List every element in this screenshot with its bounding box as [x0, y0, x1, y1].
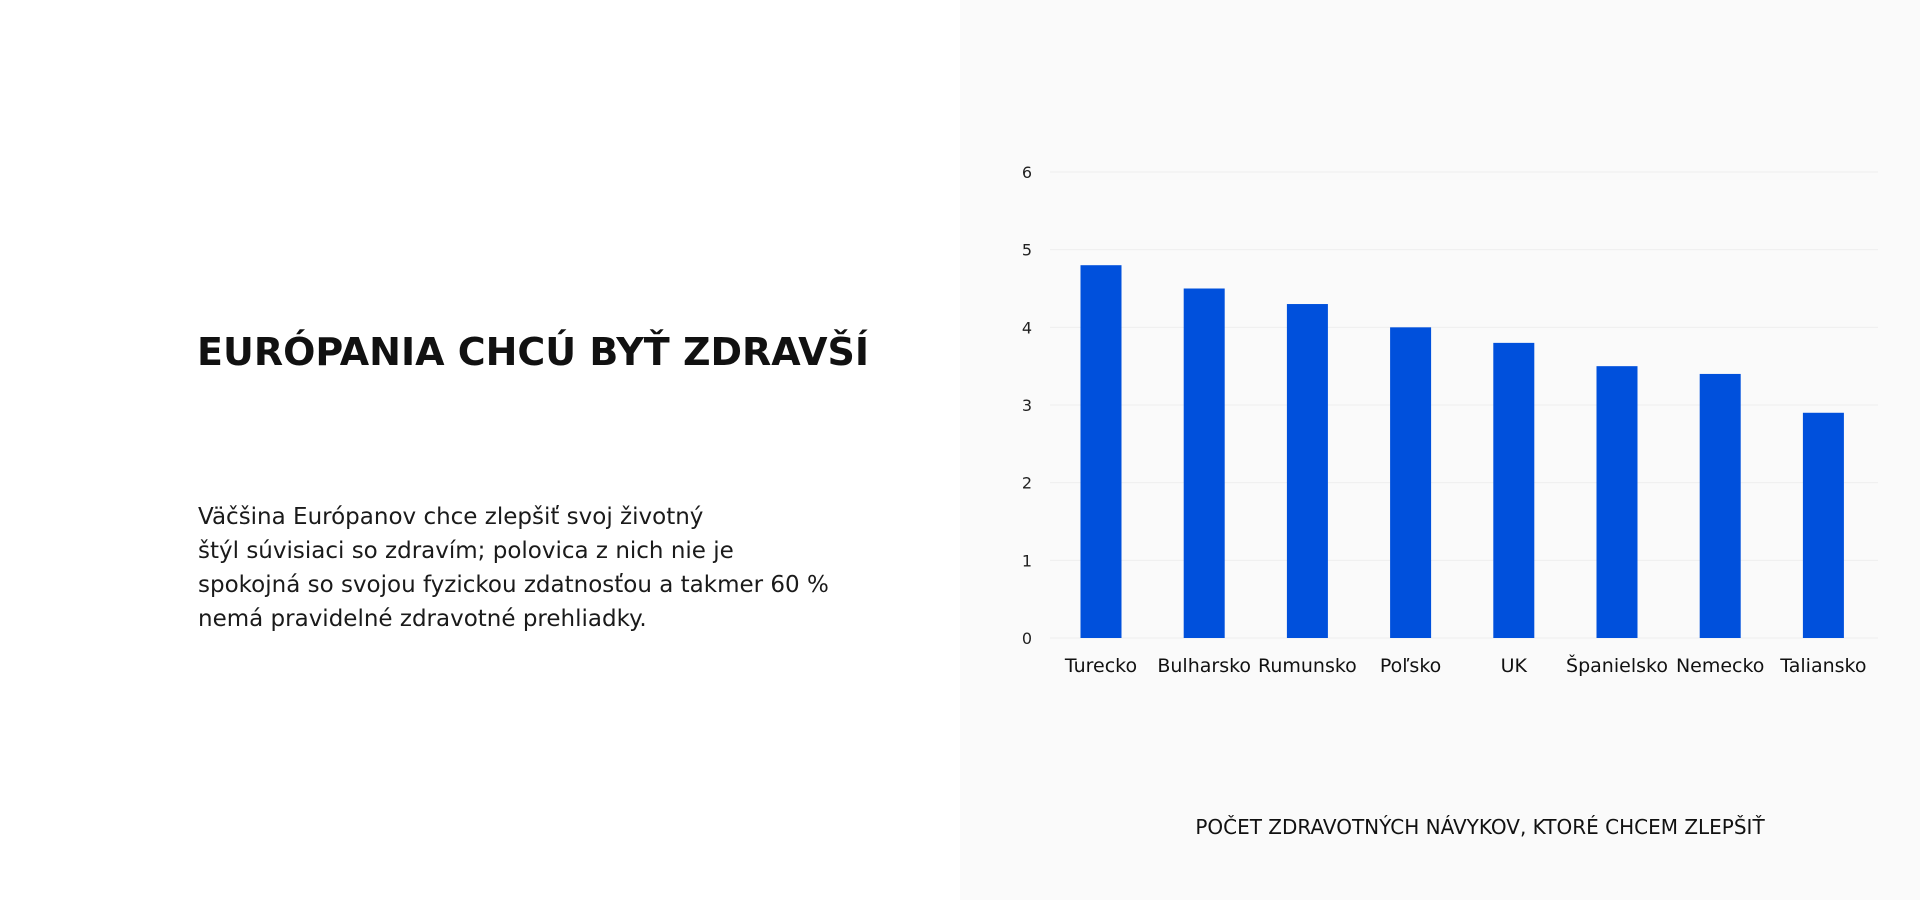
bar-chart: 0 1 2 3 4 5 6 Turecko Bulharsko Rumunsko Poľsko UK Š… [1022, 163, 1878, 677]
y-tick-label: 5 [1022, 241, 1032, 260]
bar [1183, 288, 1225, 638]
chart-xlabel: POČET ZDRAVOTNÝCH NÁVYKOV, KTORÉ CHCEM Z… [960, 815, 1920, 839]
bar [1699, 373, 1741, 638]
bar [1390, 327, 1432, 638]
left-panel: EURÓPANIA CHCÚ BYŤ ZDRAVŠÍ Väčšina Európ… [197, 330, 870, 636]
x-tick-label: Nemecko [1676, 655, 1765, 677]
y-tick-label: 6 [1022, 163, 1032, 182]
x-tick-label: UK [1501, 655, 1528, 677]
paragraph-line: spokojná so svojou fyzickou zdatnosťou a… [198, 572, 829, 598]
x-tick-label: Bulharsko [1157, 655, 1251, 677]
x-tick-label: Taliansko [1779, 655, 1866, 677]
bar [1802, 412, 1844, 638]
chart-panel: 0 1 2 3 4 5 6 Turecko Bulharsko Rumunsko Poľsko UK Š… [960, 0, 1920, 900]
x-tick-label: Španielsko [1566, 653, 1668, 677]
y-tick-label: 3 [1022, 396, 1032, 415]
bar [1080, 265, 1122, 638]
x-tick-label: Rumunsko [1258, 655, 1357, 677]
bar [1286, 304, 1328, 638]
paragraph-line: nemá pravidelné zdravotné prehliadky. [198, 606, 647, 632]
chart-xlabel-text: POČET ZDRAVOTNÝCH NÁVYKOV, KTORÉ CHCEM Z… [1195, 815, 1765, 839]
y-tick-label: 1 [1022, 551, 1032, 570]
y-tick-label: 4 [1022, 318, 1032, 337]
bar [1493, 342, 1535, 638]
paragraph-line: štýl súvisiaci so zdravím; polovica z ni… [198, 538, 734, 564]
paragraph-line: Väčšina Európanov chce zlepšiť svoj živo… [198, 504, 704, 530]
x-tick-label: Poľsko [1380, 655, 1441, 677]
y-tick-label: 0 [1022, 629, 1032, 648]
y-tick-label: 2 [1022, 474, 1032, 493]
bar [1596, 366, 1638, 638]
description-paragraph: Väčšina Európanov chce zlepšiť svoj živo… [198, 500, 838, 636]
headline: EURÓPANIA CHCÚ BYŤ ZDRAVŠÍ [197, 330, 870, 374]
x-tick-label: Turecko [1064, 655, 1137, 677]
